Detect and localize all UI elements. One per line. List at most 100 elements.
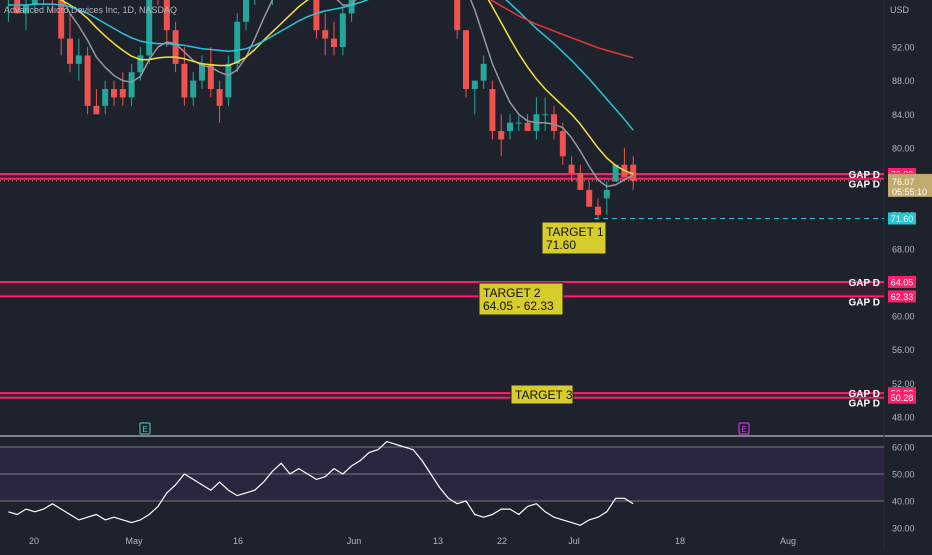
target-title-2: TARGET 2: [483, 286, 541, 300]
price-badge-bg: [888, 290, 916, 303]
candle-body: [595, 206, 601, 216]
moving-average-line-2: [58, 0, 634, 175]
candle-body: [23, 4, 29, 14]
target-title-1: TARGET 1: [546, 225, 604, 239]
gap-zone-fill: [0, 174, 884, 179]
x-tick-label: 13: [433, 536, 443, 546]
gap-lower-label: GAP D: [849, 399, 881, 410]
last-price-value: 76.07: [892, 177, 915, 187]
candle-body: [630, 164, 637, 181]
price-badge-bg: [888, 275, 916, 288]
moving-average-line-4: [489, 0, 634, 59]
candle-body: [586, 189, 593, 207]
gap-upper-label: GAP D: [849, 278, 881, 289]
price-tick-label: 68.00: [892, 244, 915, 254]
candle-body: [480, 63, 487, 81]
target-box-1: [541, 221, 607, 255]
last-price-countdown: 05:55:10: [892, 187, 927, 197]
candle-body: [489, 89, 496, 132]
price-tick-label: 52.00: [892, 379, 915, 389]
x-tick-label: 20: [29, 536, 39, 546]
gap-zone-fill: [0, 393, 884, 398]
rsi-tick-label: 60.00: [892, 443, 915, 453]
candle-body: [471, 80, 478, 90]
candle-body: [603, 189, 610, 199]
candle-body: [111, 89, 117, 98]
candle-body: [119, 89, 126, 98]
target-detail-1: 71.60: [546, 238, 576, 252]
candle-body: [577, 173, 584, 190]
price-tick-label: 88.00: [892, 76, 915, 86]
gap-zone-fill: [0, 281, 884, 297]
candle-body: [234, 21, 241, 64]
candle-body: [146, 0, 153, 56]
candle-body: [322, 30, 329, 39]
earnings-event-marker: [738, 422, 750, 435]
candle-body: [84, 55, 91, 106]
price-badge-label: 71.60: [891, 214, 914, 224]
x-tick-label: Aug: [780, 536, 796, 546]
candle-body: [515, 122, 522, 124]
price-badge-bg: [888, 212, 916, 225]
candle-body: [67, 38, 73, 64]
price-tick-label: 48.00: [892, 412, 915, 422]
earnings-event-label: E: [741, 425, 746, 434]
candle-body: [137, 55, 144, 73]
gap-lower-label: GAP D: [849, 297, 881, 308]
candle-body: [612, 164, 619, 182]
candle-body: [163, 0, 170, 31]
target-detail-2: 64.05 - 62.33: [483, 299, 554, 313]
candle-body: [31, 0, 38, 5]
candle-body: [542, 114, 549, 116]
x-tick-label: 18: [675, 536, 685, 546]
rsi-tick-label: 50.00: [892, 470, 915, 480]
candle-body: [225, 63, 232, 98]
rsi-tick-label: 40.00: [892, 497, 915, 507]
target-box-3: [510, 384, 574, 405]
candle-body: [172, 30, 179, 64]
candle-body: [313, 0, 320, 31]
candle-body: [339, 13, 346, 47]
price-badge-label: 64.05: [891, 277, 914, 287]
symbol-title: Advanced Micro Devices Inc, 1D, NASDAQ: [4, 5, 177, 15]
candle-body: [331, 38, 337, 47]
candle-body: [14, 0, 21, 14]
rsi-tick-label: 30.00: [892, 524, 915, 534]
candle-body: [524, 122, 531, 132]
rsi-line: [8, 441, 634, 526]
candle-body: [568, 164, 575, 174]
candle-body: [58, 0, 65, 39]
candle-body: [181, 63, 188, 98]
target-box-2: [478, 282, 564, 316]
x-tick-label: 16: [233, 536, 243, 546]
price-badge-label: 62.33: [891, 292, 914, 302]
x-tick-label: 22: [497, 536, 507, 546]
candle-body: [454, 0, 461, 31]
candle-body: [199, 63, 205, 81]
candle-body: [75, 55, 82, 64]
candle-body: [207, 63, 214, 90]
moving-average-line-1: [62, 0, 634, 188]
candle-body: [243, 0, 249, 22]
candle-body: [551, 114, 557, 132]
price-tick-label: 56.00: [892, 345, 915, 355]
candle-body: [348, 0, 355, 14]
candle-body: [498, 131, 505, 140]
price-badge-label: 50.28: [891, 393, 914, 403]
earnings-event-label: E: [142, 425, 147, 434]
candle-body: [190, 80, 197, 98]
gap-lower-label: GAP D: [849, 180, 881, 191]
candle-body: [128, 72, 135, 98]
price-tick-label: 60.00: [892, 312, 915, 322]
candle-body: [102, 89, 109, 106]
candle-body: [216, 89, 223, 106]
candle-body: [559, 131, 566, 157]
target-title-3: TARGET 3: [515, 388, 573, 402]
gap-upper-label: GAP D: [849, 170, 881, 181]
last-price-badge: [888, 173, 932, 197]
currency-label: USD: [890, 5, 910, 15]
gap-upper-label: GAP D: [849, 389, 881, 400]
x-tick-label: Jun: [347, 536, 362, 546]
